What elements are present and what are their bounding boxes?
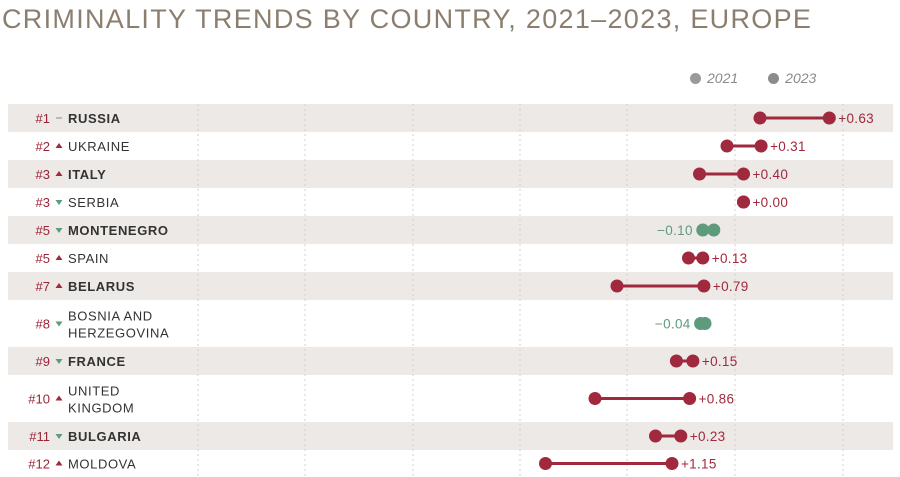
row-band <box>8 422 893 450</box>
table-row: #5 MONTENEGRO −0.10 <box>36 223 721 238</box>
row-band <box>8 272 893 300</box>
row-rank: #2 <box>36 139 50 154</box>
value-label: +0.31 <box>770 139 806 154</box>
rank-up-icon <box>55 255 63 260</box>
value-label: +0.86 <box>699 392 735 407</box>
point-2023 <box>694 317 708 330</box>
row-rank: #5 <box>36 251 50 266</box>
rank-up-icon <box>55 171 63 176</box>
point-2021 <box>669 354 683 368</box>
table-row: #1 RUSSIA +0.63 <box>36 111 874 126</box>
country-name: MOLDOVA <box>68 457 136 472</box>
value-label: −0.10 <box>657 223 693 238</box>
row-rank: #3 <box>36 167 50 182</box>
legend-dot-2021-icon <box>690 72 701 84</box>
country-name: ITALY <box>68 167 106 182</box>
table-row: #7 BELARUS +0.79 <box>36 279 749 294</box>
point-2023 <box>737 167 750 181</box>
table-row: #10 UNITED KINGDOM +0.86 <box>28 384 734 416</box>
legend-item-2023: 2023 <box>768 70 816 86</box>
row-rank: #10 <box>28 392 50 407</box>
value-label: +0.13 <box>712 251 748 266</box>
rank-down-icon <box>55 434 63 439</box>
rank-down-icon <box>55 359 63 364</box>
row-rank: #7 <box>36 279 50 294</box>
point-2021 <box>610 279 624 293</box>
legend-label-2021: 2021 <box>707 70 739 86</box>
country-name: BELARUS <box>68 279 135 294</box>
value-label: −0.04 <box>655 317 691 332</box>
point-2023 <box>674 429 688 443</box>
rank-up-icon <box>55 395 63 401</box>
table-row: #11 BULGARIA +0.23 <box>29 429 725 444</box>
value-label: +0.23 <box>690 429 726 444</box>
row-rank: #1 <box>36 111 50 126</box>
rank-down-icon <box>55 321 63 327</box>
row-rank: #9 <box>36 354 50 369</box>
value-label: +0.63 <box>838 111 874 126</box>
country-name: UKRAINE <box>68 139 130 154</box>
point-2023 <box>686 354 700 368</box>
rank-up-icon <box>55 283 63 288</box>
point-2021 <box>753 111 767 125</box>
point-2023 <box>737 195 750 209</box>
legend-label-2023: 2023 <box>785 70 817 86</box>
country-name: MONTENEGRO <box>68 223 169 238</box>
country-name: BULGARIA <box>68 429 141 444</box>
point-2023 <box>696 223 710 237</box>
table-row: #3 ITALY +0.40 <box>36 167 789 182</box>
country-name: FRANCE <box>68 354 126 369</box>
row-rank: #5 <box>36 223 50 238</box>
value-label: +0.00 <box>753 195 789 210</box>
table-row: #5 SPAIN +0.13 <box>36 251 748 266</box>
legend-dot-2023-icon <box>768 72 780 84</box>
value-label: +0.79 <box>713 279 749 294</box>
point-2023 <box>822 111 836 125</box>
table-row: #3 SERBIA +0.00 <box>36 195 789 210</box>
country-name: SPAIN <box>68 251 109 266</box>
point-2021 <box>539 457 552 470</box>
row-rank: #3 <box>36 195 50 210</box>
country-name: SERBIA <box>68 195 119 210</box>
table-row: #12 MOLDOVA +1.15 <box>28 457 716 472</box>
row-band <box>8 347 893 375</box>
table-row: #9 FRANCE +0.15 <box>36 354 738 369</box>
country-name: BOSNIA AND <box>68 309 153 324</box>
point-2023 <box>697 279 711 293</box>
point-2021 <box>682 251 695 265</box>
row-band <box>8 216 893 244</box>
value-label: +0.15 <box>702 354 738 369</box>
point-2021 <box>588 392 602 405</box>
row-rank: #12 <box>28 457 50 472</box>
value-label: +0.40 <box>753 167 789 182</box>
country-name: HERZEGOVINA <box>68 326 169 341</box>
legend: 2021 2023 <box>690 70 816 86</box>
table-row: #8 BOSNIA AND HERZEGOVINA −0.04 <box>36 309 712 341</box>
rank-up-icon <box>55 143 63 148</box>
point-2023 <box>683 392 697 405</box>
point-2023 <box>665 457 679 470</box>
point-2021 <box>693 167 706 181</box>
point-2023 <box>696 251 710 265</box>
rank-down-icon <box>55 200 63 205</box>
point-2021 <box>707 223 721 237</box>
value-label: +1.15 <box>681 457 717 472</box>
country-name: KINGDOM <box>68 401 134 416</box>
row-band <box>8 104 893 132</box>
rank-down-icon <box>55 228 63 233</box>
point-2021 <box>720 139 734 153</box>
legend-item-2021: 2021 <box>690 70 738 86</box>
table-row: #2 UKRAINE +0.31 <box>36 139 806 154</box>
point-2021 <box>649 429 662 443</box>
point-2023 <box>754 139 768 153</box>
rank-up-icon <box>55 460 63 466</box>
chart-title: CRIMINALITY TRENDS BY COUNTRY, 2021–2023… <box>2 4 813 34</box>
country-name: UNITED <box>68 384 120 399</box>
row-rank: #11 <box>29 429 50 444</box>
country-name: RUSSIA <box>68 111 121 126</box>
row-rank: #8 <box>36 317 50 332</box>
